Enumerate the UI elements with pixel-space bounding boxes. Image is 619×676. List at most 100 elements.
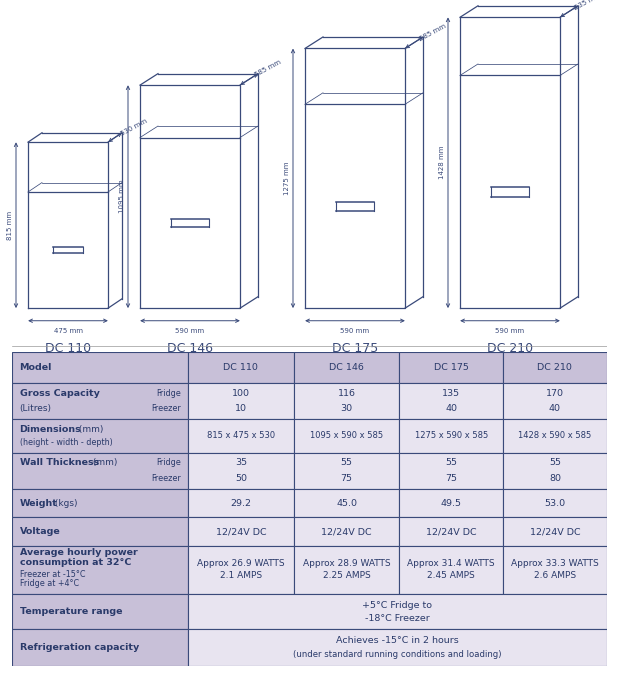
Text: DC 110: DC 110 <box>45 341 91 355</box>
Text: 1428 mm: 1428 mm <box>439 146 445 180</box>
Text: Wall Thickness: Wall Thickness <box>20 458 99 467</box>
Text: 55: 55 <box>549 458 561 467</box>
Bar <box>294 419 399 453</box>
Text: Freezer: Freezer <box>151 474 181 483</box>
Bar <box>294 383 399 419</box>
Bar <box>399 517 503 546</box>
Text: 12/24V DC: 12/24V DC <box>321 527 372 536</box>
Bar <box>399 383 503 419</box>
Text: 50: 50 <box>235 474 247 483</box>
Text: 10: 10 <box>235 404 247 413</box>
Text: Average hourly power: Average hourly power <box>20 548 137 557</box>
Text: 2.25 AMPS: 2.25 AMPS <box>322 571 371 581</box>
Text: 53.0: 53.0 <box>544 499 566 508</box>
Text: DC 175: DC 175 <box>434 363 469 372</box>
Text: 100: 100 <box>232 389 250 397</box>
Text: Model: Model <box>20 363 52 372</box>
Bar <box>12 489 188 517</box>
Text: Refrigeration capacity: Refrigeration capacity <box>20 643 139 652</box>
Bar <box>294 352 399 383</box>
Text: 170: 170 <box>546 389 564 397</box>
Text: 12/24V DC: 12/24V DC <box>530 527 580 536</box>
Text: Approx 31.4 WATTS: Approx 31.4 WATTS <box>407 559 495 568</box>
Text: Freezer: Freezer <box>151 404 181 413</box>
Text: 2.6 AMPS: 2.6 AMPS <box>534 571 576 581</box>
Bar <box>12 629 188 666</box>
Text: 1095 mm: 1095 mm <box>119 180 125 214</box>
Text: DC 146: DC 146 <box>167 341 213 355</box>
Text: Approx 28.9 WATTS: Approx 28.9 WATTS <box>303 559 391 568</box>
Bar <box>399 453 503 489</box>
Text: 75: 75 <box>340 474 353 483</box>
Bar <box>503 489 607 517</box>
Text: Temperature range: Temperature range <box>20 607 122 617</box>
Bar <box>12 352 188 383</box>
Text: 1275 mm: 1275 mm <box>284 162 290 195</box>
Text: Dimensions: Dimensions <box>20 425 81 434</box>
Text: 585 mm: 585 mm <box>419 22 447 41</box>
Text: 30: 30 <box>340 404 353 413</box>
Bar <box>503 419 607 453</box>
Bar <box>12 453 188 489</box>
Bar <box>503 352 607 383</box>
Bar <box>503 517 607 546</box>
Text: 590 mm: 590 mm <box>175 328 204 334</box>
Text: Fridge: Fridge <box>156 458 181 467</box>
Text: 590 mm: 590 mm <box>340 328 370 334</box>
Bar <box>399 546 503 594</box>
Text: consumption at 32°C: consumption at 32°C <box>20 558 131 567</box>
Bar <box>188 546 294 594</box>
Text: 2.45 AMPS: 2.45 AMPS <box>427 571 475 581</box>
Text: 12/24V DC: 12/24V DC <box>426 527 477 536</box>
Text: 1275 x 590 x 585: 1275 x 590 x 585 <box>415 431 488 440</box>
Bar <box>294 453 399 489</box>
Bar <box>188 453 294 489</box>
Text: DC 146: DC 146 <box>329 363 364 372</box>
Text: 2.1 AMPS: 2.1 AMPS <box>220 571 262 581</box>
Bar <box>12 419 188 453</box>
Bar <box>399 489 503 517</box>
Bar <box>503 383 607 419</box>
Text: DC 175: DC 175 <box>332 341 378 355</box>
Bar <box>12 546 188 594</box>
Text: 29.2: 29.2 <box>230 499 251 508</box>
Text: 1095 x 590 x 585: 1095 x 590 x 585 <box>310 431 383 440</box>
Bar <box>503 546 607 594</box>
Text: -18°C Freezer: -18°C Freezer <box>365 614 430 623</box>
Text: 80: 80 <box>549 474 561 483</box>
Text: (mm): (mm) <box>90 458 117 467</box>
Text: 1428 x 590 x 585: 1428 x 590 x 585 <box>518 431 592 440</box>
Bar <box>399 419 503 453</box>
Text: (under standard running conditions and loading): (under standard running conditions and l… <box>293 650 501 658</box>
Text: 55: 55 <box>445 458 457 467</box>
Text: Voltage: Voltage <box>20 527 60 536</box>
Text: Gross Capacity: Gross Capacity <box>20 389 100 397</box>
Text: Weight: Weight <box>20 499 58 508</box>
Text: Achieves -15°C in 2 hours: Achieves -15°C in 2 hours <box>335 636 459 646</box>
Text: 530 mm: 530 mm <box>119 118 148 137</box>
Text: (height - width - depth): (height - width - depth) <box>20 438 112 447</box>
Text: 45.0: 45.0 <box>336 499 357 508</box>
Bar <box>188 594 607 629</box>
Bar <box>188 383 294 419</box>
Text: 40: 40 <box>549 404 561 413</box>
Text: Approx 33.3 WATTS: Approx 33.3 WATTS <box>511 559 599 568</box>
Text: 35: 35 <box>235 458 247 467</box>
Text: 116: 116 <box>337 389 356 397</box>
Text: 55: 55 <box>340 458 353 467</box>
Text: 75: 75 <box>445 474 457 483</box>
Text: Freezer at -15°C: Freezer at -15°C <box>20 569 85 579</box>
Text: 12/24V DC: 12/24V DC <box>215 527 266 536</box>
Text: Fridge: Fridge <box>156 389 181 397</box>
Text: (mm): (mm) <box>76 425 103 434</box>
Bar <box>188 517 294 546</box>
Text: (Litres): (Litres) <box>20 404 51 413</box>
Text: DC 110: DC 110 <box>223 363 258 372</box>
Text: 585 mm: 585 mm <box>254 59 282 78</box>
Text: 815 x 475 x 530: 815 x 475 x 530 <box>207 431 275 440</box>
Text: +5°C Fridge to: +5°C Fridge to <box>362 601 432 610</box>
Bar <box>399 352 503 383</box>
Text: 40: 40 <box>445 404 457 413</box>
Text: 49.5: 49.5 <box>441 499 462 508</box>
Text: 475 mm: 475 mm <box>53 328 82 334</box>
